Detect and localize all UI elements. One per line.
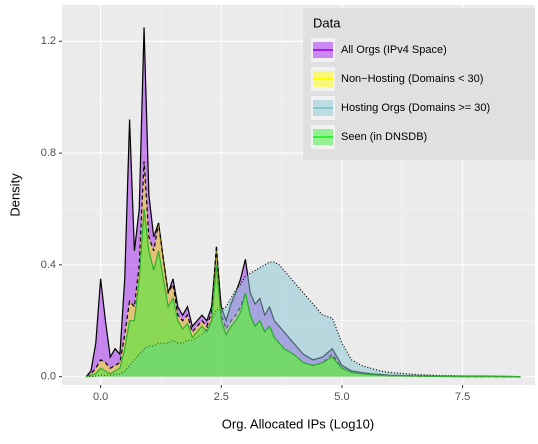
y-tick-label: 0.8: [41, 147, 56, 159]
y-tick-label: 0.4: [41, 259, 56, 271]
x-tick-label: 5.0: [334, 391, 349, 403]
x-tick-label: 0.0: [93, 391, 108, 403]
x-tick-label: 2.5: [214, 391, 229, 403]
legend-box: [303, 8, 535, 160]
legend-label: Non−Hosting (Domains < 30): [341, 73, 483, 85]
y-tick-label: 1.2: [41, 35, 56, 47]
x-tick-label: 7.5: [455, 391, 470, 403]
legend-title: Data: [313, 15, 341, 30]
y-tick-label: 0.0: [41, 371, 56, 383]
legend-label: All Orgs (IPv4 Space): [341, 44, 447, 56]
legend: Data All Orgs (IPv4 Space) Non−Hosting (Do…: [303, 8, 535, 160]
density-line: [85, 208, 521, 378]
density-line: [85, 161, 521, 378]
legend-label: Seen (in DNSDB): [341, 131, 427, 143]
y-axis-title: Density: [7, 173, 22, 217]
density-area: [86, 208, 521, 377]
x-axis-title: Org. Allocated IPs (Log10): [222, 416, 374, 431]
legend-label: Hosting Orgs (Domains >= 30): [341, 102, 490, 114]
